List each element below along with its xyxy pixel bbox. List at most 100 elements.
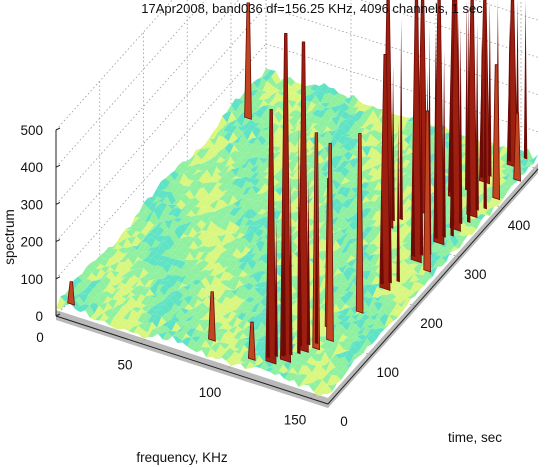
surface-patch — [117, 303, 127, 307]
surface-patch — [397, 241, 407, 249]
surface-patch — [187, 220, 197, 228]
surface-patch — [95, 263, 106, 269]
surface-patch — [361, 142, 371, 146]
surface-patch — [170, 307, 180, 319]
surface-patch — [290, 134, 300, 147]
surface-patch — [80, 303, 90, 313]
surface-patch — [393, 122, 403, 129]
surface-patch — [288, 360, 298, 371]
surface-patch — [335, 295, 345, 301]
surface-patch — [326, 107, 336, 119]
surface-patch — [360, 313, 370, 321]
surface-patch — [289, 129, 299, 135]
surface-patch — [375, 328, 385, 334]
surface-patch — [237, 312, 247, 321]
surface-patch — [258, 217, 268, 226]
surface-patch — [188, 227, 198, 238]
surface-patch — [215, 156, 226, 163]
surface-patch — [286, 152, 297, 161]
surface-patch — [214, 328, 224, 334]
surface-patch — [261, 130, 271, 141]
surface-patch — [318, 201, 329, 210]
surface-patch — [205, 275, 215, 287]
surface-patch — [89, 298, 99, 306]
surface-patch — [340, 177, 350, 185]
surface-patch — [345, 170, 355, 182]
surface-patch — [202, 295, 212, 308]
surface-patch — [275, 126, 285, 133]
surface-patch — [251, 121, 261, 127]
surface-patch — [147, 322, 158, 333]
surface-patch — [313, 123, 323, 132]
surface-patch — [182, 215, 192, 224]
surface-patch — [339, 350, 349, 359]
spectrum-subpeak — [488, 0, 492, 177]
surface-patch — [118, 252, 128, 261]
surface-patch — [105, 258, 115, 267]
surface-patch — [406, 295, 416, 299]
surface-patch — [249, 285, 259, 291]
surface-patch — [233, 132, 243, 144]
surface-patch — [247, 259, 257, 270]
surface-patch — [224, 272, 234, 281]
surface-patch — [167, 271, 177, 276]
surface-patch — [162, 196, 172, 206]
surface-patch — [228, 332, 239, 340]
surface-patch — [340, 232, 350, 239]
surface-patch — [194, 187, 204, 199]
surface-patch — [108, 248, 119, 256]
surface-patch — [259, 100, 269, 108]
surface-patch — [387, 299, 398, 311]
surface-patch — [261, 126, 271, 131]
surface-patch — [183, 166, 193, 172]
surface-patch — [368, 240, 379, 245]
surface-patch — [201, 158, 212, 165]
surface-patch — [361, 196, 371, 205]
surface-patch — [244, 152, 254, 159]
surface-patch — [348, 213, 358, 224]
surface-patch — [387, 293, 397, 300]
surface-patch — [344, 158, 354, 163]
surface-patch — [223, 259, 233, 269]
surface-patch — [158, 274, 168, 281]
surface-patch — [219, 200, 229, 210]
surface-patch — [228, 132, 238, 142]
surface-patch — [431, 242, 441, 253]
surface-patch — [272, 156, 282, 165]
surface-patch — [290, 274, 300, 277]
surface-patch — [297, 365, 308, 375]
surface-patch — [257, 135, 267, 146]
surface-patch — [230, 167, 241, 177]
surface-patch — [192, 217, 202, 225]
surface-patch — [165, 174, 175, 183]
surface-patch — [160, 240, 171, 251]
surface-patch — [361, 265, 371, 272]
surface-patch — [288, 300, 298, 306]
surface-patch — [201, 212, 211, 225]
surface-patch — [287, 160, 297, 174]
surface-patch — [339, 284, 349, 292]
surface-patch — [87, 272, 97, 282]
surface-patch — [187, 282, 197, 292]
surface-patch — [338, 334, 348, 342]
surface-patch — [248, 144, 258, 157]
surface-patch — [354, 110, 365, 120]
surface-patch — [528, 154, 538, 165]
surface-patch — [198, 307, 209, 318]
surface-patch — [254, 105, 265, 113]
surface-patch — [320, 162, 331, 172]
surface-patch — [168, 219, 178, 232]
surface-patch — [234, 344, 244, 354]
surface-patch — [248, 209, 258, 218]
surface-patch — [480, 212, 490, 217]
surface-patch — [348, 154, 358, 162]
surface-patch — [160, 229, 170, 237]
surface-patch — [294, 376, 304, 388]
surface-patch — [114, 261, 125, 272]
surface-patch — [242, 321, 252, 330]
surface-patch — [409, 273, 419, 282]
surface-patch — [256, 193, 266, 201]
surface-patch — [363, 105, 373, 113]
surface-patch — [124, 269, 134, 275]
surface-patch — [290, 265, 300, 275]
